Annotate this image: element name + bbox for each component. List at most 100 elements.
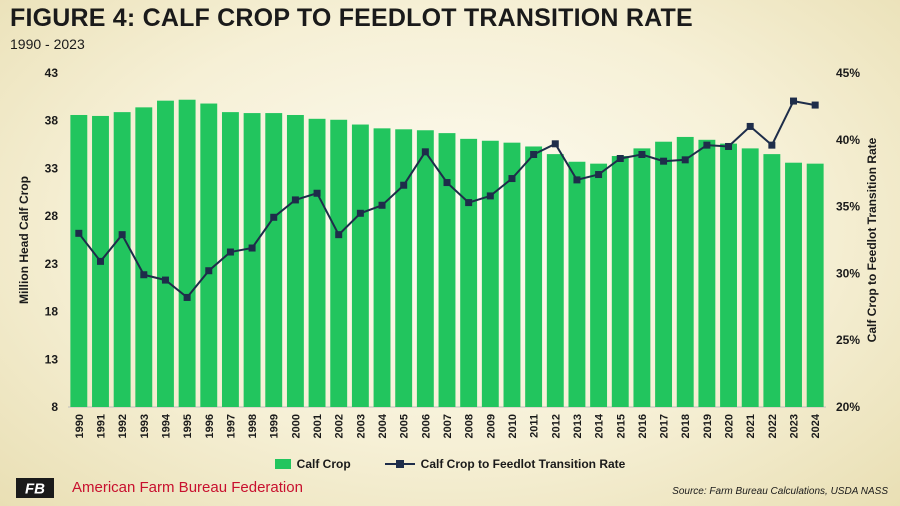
organization-name: American Farm Bureau Federation: [72, 479, 303, 496]
x-tick-label: 2001: [312, 414, 324, 438]
x-tick-label: 1999: [269, 414, 281, 438]
x-tick-label: 2022: [767, 414, 779, 438]
bar-calf-crop: [785, 162, 802, 407]
x-tick-label: 1997: [225, 414, 237, 438]
point-transition-rate: [768, 141, 776, 149]
bar-calf-crop: [438, 133, 456, 407]
x-tick-label: 2014: [594, 413, 606, 438]
x-tick-label: 2021: [745, 414, 757, 438]
x-tick-label: 2009: [485, 414, 497, 438]
y-tick-label: 38: [45, 114, 59, 128]
x-tick-label: 2020: [724, 414, 736, 438]
bar-calf-crop: [741, 148, 759, 408]
x-tick-label: 2008: [464, 414, 476, 438]
point-transition-rate: [183, 293, 191, 301]
x-tick-label: 2016: [637, 414, 649, 438]
legend-line-marker: [384, 459, 415, 469]
point-transition-rate: [811, 101, 819, 109]
bar-calf-crop: [416, 130, 434, 407]
svg-text:FB: FB: [25, 481, 45, 498]
x-tick-label: 2004: [377, 413, 389, 438]
point-transition-rate: [660, 157, 668, 165]
x-tick-label: 1995: [182, 414, 194, 438]
legend-item-calf-crop: Calf Crop: [274, 457, 351, 471]
y-tick-label: 18: [45, 305, 59, 319]
bar-calf-crop: [157, 100, 174, 407]
x-tick-label: 2018: [680, 414, 692, 438]
bar-calf-crop: [503, 142, 521, 408]
y2-tick-label: 30%: [836, 266, 860, 280]
x-tick-label: 2015: [615, 414, 627, 438]
bar-calf-crop: [265, 113, 283, 407]
bar-calf-crop: [481, 140, 499, 408]
point-transition-rate: [400, 181, 408, 189]
y-tick-label: 28: [45, 209, 59, 223]
point-transition-rate: [681, 156, 689, 164]
y2-tick-label: 25%: [836, 333, 860, 347]
x-tick-label: 2002: [334, 414, 346, 438]
x-tick-label: 1992: [117, 414, 129, 438]
y-tick-label: 13: [45, 352, 59, 366]
x-tick-label: 1998: [247, 414, 259, 438]
point-transition-rate: [291, 196, 299, 204]
bar-calf-crop: [806, 163, 824, 407]
legend-item-transition-rate: Calf Crop to Feedlot Transition Rate: [384, 457, 626, 471]
y-tick-label: 43: [45, 66, 59, 80]
bar-calf-crop: [178, 99, 196, 407]
legend-label-calf-crop: Calf Crop: [296, 457, 351, 471]
point-transition-rate: [790, 97, 798, 105]
point-transition-rate: [248, 244, 256, 252]
bar-calf-crop: [221, 112, 239, 407]
bar-calf-crop: [525, 146, 543, 408]
x-tick-label: 2003: [355, 414, 367, 438]
x-tick-label: 1990: [74, 414, 86, 438]
bar-calf-crop: [546, 154, 564, 407]
point-transition-rate: [465, 199, 473, 207]
bar-calf-crop: [568, 161, 586, 407]
bar-calf-crop: [676, 136, 694, 408]
y2-tick-label: 40%: [836, 133, 860, 147]
point-transition-rate: [356, 209, 364, 217]
point-transition-rate: [443, 179, 451, 187]
y2-tick-label: 35%: [836, 200, 860, 214]
legend-label-transition-rate: Calf Crop to Feedlot Transition Rate: [420, 457, 626, 471]
x-tick-label: 2017: [659, 414, 671, 438]
point-transition-rate: [118, 231, 126, 239]
point-transition-rate: [378, 201, 386, 209]
point-transition-rate: [75, 229, 83, 237]
bar-calf-crop: [373, 128, 391, 407]
bar-calf-crop: [395, 129, 413, 407]
bar-calf-crop: [460, 138, 478, 408]
chart-title: FIGURE 4: CALF CROP TO FEEDLOT TRANSITIO…: [10, 4, 693, 32]
chart-legend: Calf Crop Calf Crop to Feedlot Transitio…: [0, 457, 900, 471]
chart-subtitle: 1990 - 2023: [10, 36, 85, 52]
y2-axis-title: Calf Crop to Feedlot Transition Rate: [865, 137, 879, 342]
x-tick-label: 2023: [789, 414, 801, 438]
point-transition-rate: [573, 176, 581, 184]
point-transition-rate: [725, 142, 733, 150]
x-tick-label: 2005: [399, 414, 411, 438]
bar-calf-crop: [698, 139, 716, 408]
x-tick-label: 2007: [442, 414, 454, 438]
bar-calf-crop: [200, 103, 218, 407]
point-transition-rate: [616, 155, 624, 163]
point-transition-rate: [703, 141, 711, 149]
bar-calf-crop: [308, 118, 326, 407]
x-tick-label: 2012: [550, 414, 562, 438]
bar-calf-crop: [330, 119, 348, 407]
x-tick-label: 2000: [290, 414, 302, 438]
point-transition-rate: [595, 171, 603, 179]
point-transition-rate: [313, 189, 321, 197]
x-tick-label: 1994: [160, 413, 172, 438]
x-tick-label: 2019: [702, 414, 714, 438]
y-tick-label: 23: [45, 257, 59, 271]
point-transition-rate: [508, 175, 516, 183]
bar-calf-crop: [286, 114, 304, 407]
point-transition-rate: [421, 148, 429, 156]
y2-tick-label: 20%: [836, 400, 860, 414]
point-transition-rate: [530, 150, 538, 158]
point-transition-rate: [551, 140, 559, 148]
point-transition-rate: [335, 231, 343, 239]
point-transition-rate: [96, 257, 104, 265]
